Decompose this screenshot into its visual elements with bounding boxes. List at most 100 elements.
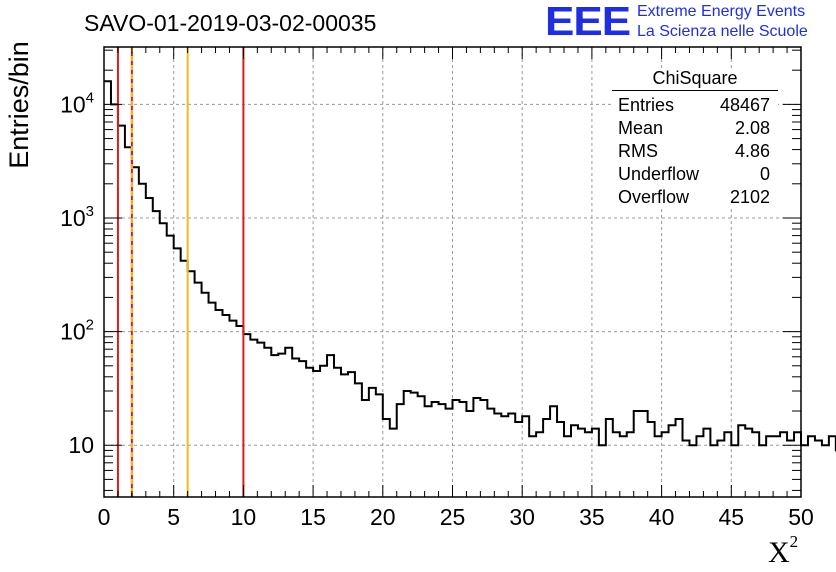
eee-logo: EEE (545, 0, 631, 45)
histogram-bin (529, 436, 536, 497)
stats-label: Entries (618, 95, 675, 115)
stats-row-rms: RMS 4.86 (612, 140, 778, 163)
stats-label: Mean (618, 118, 664, 138)
logo-line-2: La Scienza nelle Scuole (637, 23, 808, 40)
y-tick-exponent: 4 (86, 89, 94, 106)
x-tick-label: 45 (719, 504, 745, 530)
histogram-bin (292, 358, 299, 497)
histogram-bin (634, 411, 641, 497)
histogram-bin (153, 211, 160, 497)
x-axis-label-symbol: X (768, 536, 790, 569)
histogram-bin (229, 321, 236, 497)
histogram-bin (648, 422, 655, 497)
stats-value: 48467 (719, 95, 770, 115)
histogram-bin (181, 261, 188, 497)
histogram-bin (522, 416, 529, 497)
histogram-bin (327, 355, 334, 497)
histogram-bin (759, 445, 766, 497)
y-tick-label: 104 (60, 89, 94, 117)
y-tick-label: 103 (60, 203, 94, 231)
histogram-bin (432, 402, 439, 497)
histogram-bin (397, 404, 404, 497)
histogram-bin (794, 432, 801, 497)
histogram-bin (815, 441, 822, 497)
histogram-bin (515, 422, 522, 497)
histogram-bin (369, 388, 376, 497)
histogram-bin (390, 429, 397, 497)
histogram-bin (257, 343, 264, 497)
y-tick-label: 10 (68, 432, 94, 458)
logo-text: Extreme Energy Events La Scienza nelle S… (637, 2, 808, 42)
histogram-bin (466, 411, 473, 497)
histogram-bin (745, 429, 752, 497)
histogram-bin (752, 432, 759, 497)
stats-label: Overflow (618, 187, 690, 207)
histogram-bin (334, 368, 341, 497)
reference-lines (116, 47, 245, 497)
x-tick-label: 25 (440, 504, 466, 530)
histogram-bin (439, 404, 446, 497)
histogram-bin (592, 429, 599, 497)
histogram-bin (118, 126, 125, 497)
histogram-bin (376, 394, 383, 497)
y-tick-exponent: 2 (86, 317, 94, 334)
x-axis-label: X2 (768, 532, 798, 570)
stats-title: ChiSquare (612, 68, 778, 91)
histogram-bin (543, 419, 550, 497)
histogram-bin (808, 436, 815, 497)
stats-row-overflow: Overflow 2102 (612, 186, 778, 209)
histogram-bin (501, 416, 508, 497)
y-tick-label: 102 (60, 317, 94, 345)
histogram-bin (320, 366, 327, 497)
histogram-bin (627, 432, 634, 497)
y-axis-label: Entries/bin (4, 41, 34, 169)
stats-box: ChiSquare Entries 48467 Mean 2.08 RMS 4.86 … (612, 68, 778, 209)
x-tick-label: 30 (509, 504, 535, 530)
stats-label: RMS (618, 141, 658, 161)
histogram-bin (418, 396, 425, 497)
x-tick-label: 10 (231, 504, 257, 530)
histogram-bin (550, 406, 557, 497)
histogram-bin (599, 445, 606, 497)
stats-label: Underflow (618, 164, 700, 184)
histogram-bin (188, 271, 195, 497)
histogram-outline (104, 80, 836, 452)
histogram-bin (132, 167, 139, 497)
histogram-bin (801, 445, 808, 497)
x-tick-label: 0 (98, 504, 111, 530)
histogram-bin (473, 398, 480, 497)
histogram-bin (773, 436, 780, 497)
histogram-bin (585, 432, 592, 497)
histogram-bin (557, 422, 564, 497)
histogram-bin (696, 436, 703, 497)
histogram-bin (578, 429, 585, 497)
histogram-bin (383, 419, 390, 497)
x-tick-label: 5 (167, 504, 180, 530)
histogram-bin (250, 340, 257, 497)
histogram-bin (487, 409, 494, 497)
histogram-bin (669, 425, 676, 497)
histogram (104, 80, 836, 497)
logo-line-1: Extreme Energy Events (637, 3, 806, 20)
histogram-bin (348, 372, 355, 497)
histogram-bin (536, 432, 543, 497)
histogram-bin (243, 334, 250, 497)
histogram-bin (620, 436, 627, 497)
x-tick-label: 15 (300, 504, 326, 530)
histogram-bin (564, 436, 571, 497)
histogram-bin (731, 445, 738, 497)
histogram-bin (787, 441, 794, 497)
histogram-bin (717, 441, 724, 497)
histogram-bin (766, 436, 773, 497)
histogram-bin (411, 393, 418, 497)
histogram-bin (236, 326, 243, 497)
histogram-bin (710, 445, 717, 497)
stats-row-mean: Mean 2.08 (612, 117, 778, 140)
histogram-bin (160, 223, 167, 497)
histogram-bin (606, 419, 613, 497)
histogram-bin (174, 248, 181, 497)
y-tick-base: 10 (60, 205, 86, 231)
x-tick-label: 35 (579, 504, 605, 530)
